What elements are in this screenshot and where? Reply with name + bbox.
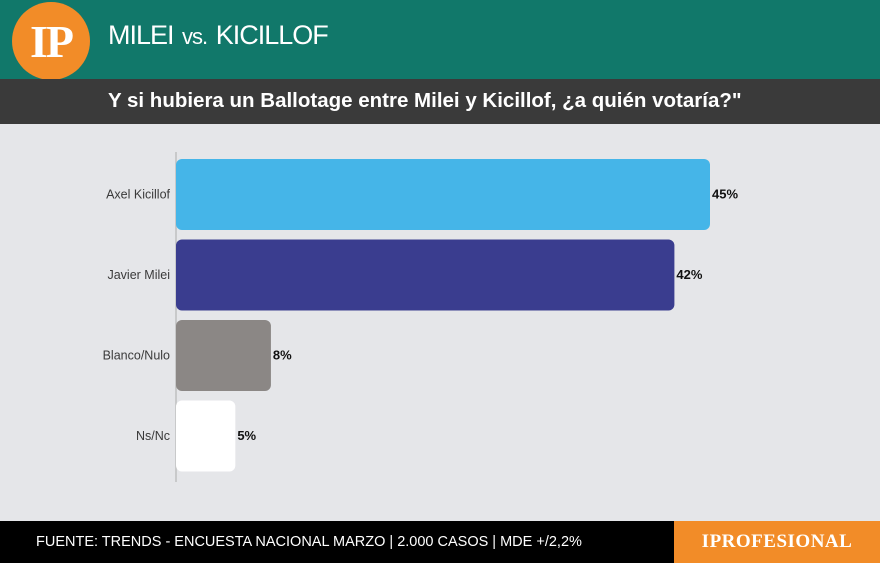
- chart-area: Axel Kicillof 45% Javier Milei 42% Blanco/Nu…: [0, 124, 880, 521]
- header-title: MILEI vs. KICILLOF: [108, 20, 329, 51]
- title-vs: vs.: [182, 24, 208, 49]
- bar-blanco-nulo: [176, 320, 271, 391]
- category-label-blanco-nulo: Blanco/Nulo: [103, 349, 170, 363]
- header: IP MILEI vs. KICILLOF: [0, 0, 880, 80]
- title-left: MILEI: [108, 20, 175, 50]
- value-label-ns-nc: 5%: [237, 428, 256, 443]
- bar-javier-milei: [176, 239, 675, 311]
- bar-ns-nc: [176, 400, 236, 472]
- subtitle-bar: Y si hubiera un Ballotage entre Milei y …: [0, 79, 880, 124]
- category-label-ns-nc: Ns/Nc: [136, 429, 170, 443]
- bar-chart: Axel Kicillof 45% Javier Milei 42% Blanco/Nu…: [103, 152, 738, 482]
- chart-title: Y si hubiera un Ballotage entre Milei y …: [108, 89, 742, 112]
- value-label-javier-milei: 42%: [676, 267, 702, 282]
- ip-logo: IP: [12, 2, 90, 80]
- source-note: FUENTE: TRENDS - ENCUESTA NACIONAL MARZO…: [36, 534, 582, 550]
- category-label-javier-milei: Javier Milei: [107, 268, 170, 282]
- value-label-blanco-nulo: 8%: [273, 348, 292, 363]
- footer: FUENTE: TRENDS - ENCUESTA NACIONAL MARZO…: [0, 521, 880, 563]
- title-right: KICILLOF: [215, 20, 329, 50]
- category-label-axel-kicillof: Axel Kicillof: [106, 188, 170, 202]
- bar-axel-kicillof: [176, 159, 710, 230]
- value-label-axel-kicillof: 45%: [712, 187, 738, 202]
- brand-logo: IPROFESIONAL: [674, 521, 880, 563]
